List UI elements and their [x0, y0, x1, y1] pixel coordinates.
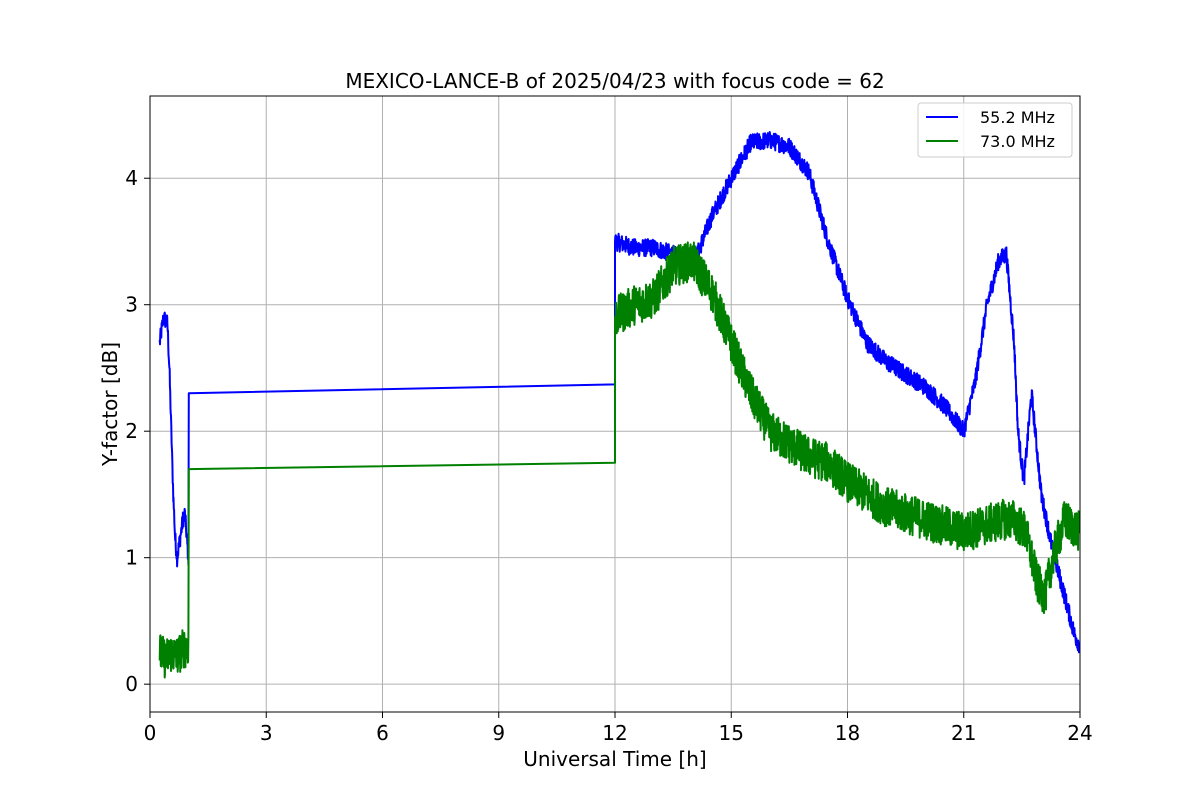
x-tick-label: 21 [951, 721, 976, 745]
series-line-73mhz [158, 241, 1080, 679]
x-tick-label: 9 [492, 721, 505, 745]
series-lines [158, 131, 1080, 679]
x-tick-label: 15 [719, 721, 744, 745]
legend-label-73mhz: 73.0 MHz [980, 132, 1055, 151]
y-tick-label: 0 [125, 672, 138, 696]
y-axis-ticks: 0 1 2 3 4 [125, 166, 150, 696]
x-axis-ticks: 0 3 6 9 12 15 18 21 24 [144, 712, 1093, 745]
y-tick-label: 4 [125, 166, 138, 190]
legend: 55.2 MHz 73.0 MHz [917, 102, 1073, 158]
x-tick-label: 18 [835, 721, 860, 745]
x-tick-label: 0 [144, 721, 157, 745]
x-axis-label: Universal Time [h] [523, 747, 706, 771]
y-tick-label: 1 [125, 546, 138, 570]
chart-title: MEXICO-LANCE-B of 2025/04/23 with focus … [345, 69, 884, 93]
y-tick-label: 2 [125, 419, 138, 443]
x-tick-label: 24 [1067, 721, 1092, 745]
y-tick-label: 3 [125, 293, 138, 317]
y-axis-label: Y-factor [dB] [98, 342, 122, 467]
series-line-55mhz [158, 131, 1080, 654]
x-tick-label: 12 [602, 721, 627, 745]
legend-label-55mhz: 55.2 MHz [980, 108, 1055, 127]
x-tick-label: 6 [376, 721, 389, 745]
x-tick-label: 3 [260, 721, 273, 745]
